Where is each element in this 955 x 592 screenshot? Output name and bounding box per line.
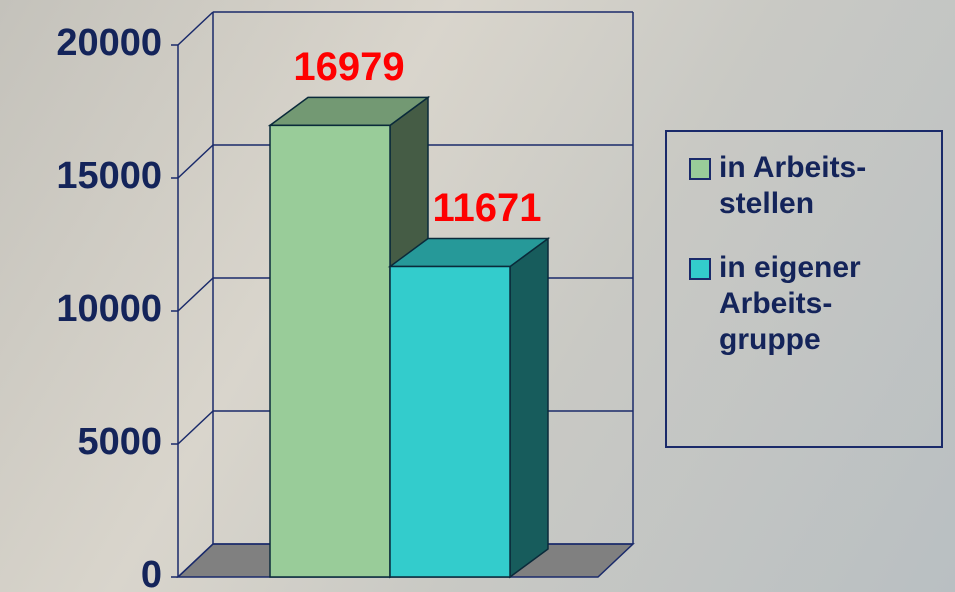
value-label: 16979 [293, 45, 404, 89]
legend-item: in Arbeits- stellen [689, 150, 941, 222]
y-tick-label: 10000 [56, 288, 162, 330]
legend-swatch [689, 158, 711, 180]
grid-line [177, 543, 214, 578]
y-tick-label: 20000 [56, 22, 162, 64]
grid-line [177, 144, 214, 179]
bar-side [509, 237, 549, 579]
legend-label: in Arbeits- stellen [719, 151, 867, 220]
y-tick-label: 15000 [56, 155, 162, 197]
grid-line [177, 410, 214, 445]
legend-swatch [689, 258, 711, 280]
legend-label: in eigener Arbeits- gruppe [719, 251, 861, 356]
legend-item: in eigener Arbeits- gruppe [689, 250, 941, 358]
y-tick-label: 0 [141, 554, 162, 592]
y-tick-label: 5000 [77, 421, 162, 463]
legend: in Arbeits- stellen in eigener Arbeits- g… [665, 130, 943, 448]
grid-line [177, 277, 214, 312]
grid-line [177, 11, 214, 46]
bar-front [389, 265, 511, 578]
bar-front [269, 124, 391, 578]
value-label: 11671 [432, 186, 541, 230]
bar [387, 237, 551, 579]
